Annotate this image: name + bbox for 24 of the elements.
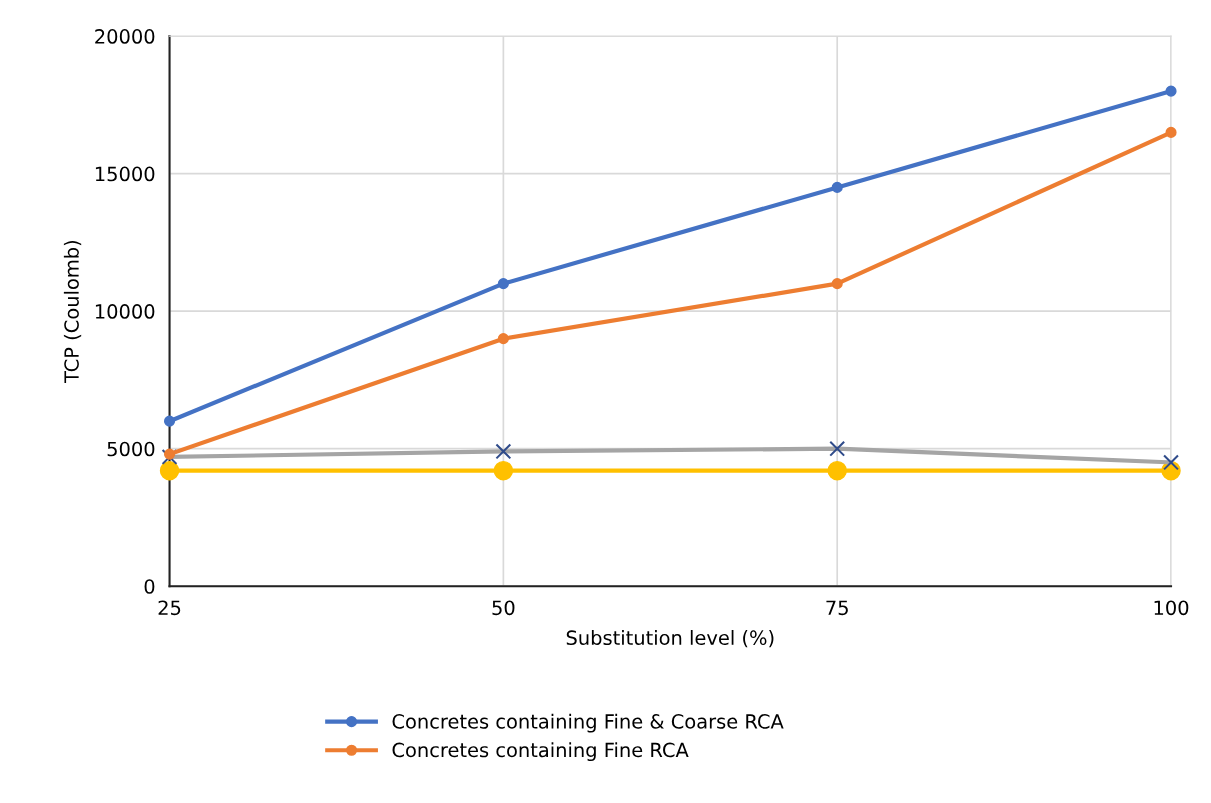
x-tick-label: 100 <box>1154 600 1189 616</box>
legend-label: Concretes containing Fine RCA <box>392 742 689 762</box>
legend-label: Concretes containing Fine & Coarse RCA <box>392 713 784 733</box>
x-tick-label: 50 <box>492 600 515 616</box>
y-tick-label: 15000 <box>95 166 155 182</box>
point <box>1165 85 1177 97</box>
point <box>827 460 847 481</box>
point <box>159 460 180 481</box>
y-tick-label: 20000 <box>95 29 155 44</box>
point <box>493 460 514 481</box>
y-tick-label: 0 <box>144 579 155 594</box>
point <box>497 333 509 345</box>
point <box>163 415 176 427</box>
x-tick-label: 25 <box>158 600 181 616</box>
point <box>831 278 843 290</box>
point <box>497 278 509 290</box>
y-tick-label: 5000 <box>107 441 155 457</box>
x-tick-label: 75 <box>826 600 848 616</box>
y-tick-label: 10000 <box>95 304 155 319</box>
x-axis-title: Substitution level (%) <box>566 630 774 648</box>
point <box>163 448 176 460</box>
y-axis-title: TCP (Coulomb) <box>63 240 82 384</box>
point <box>831 181 843 193</box>
point <box>1165 126 1177 138</box>
